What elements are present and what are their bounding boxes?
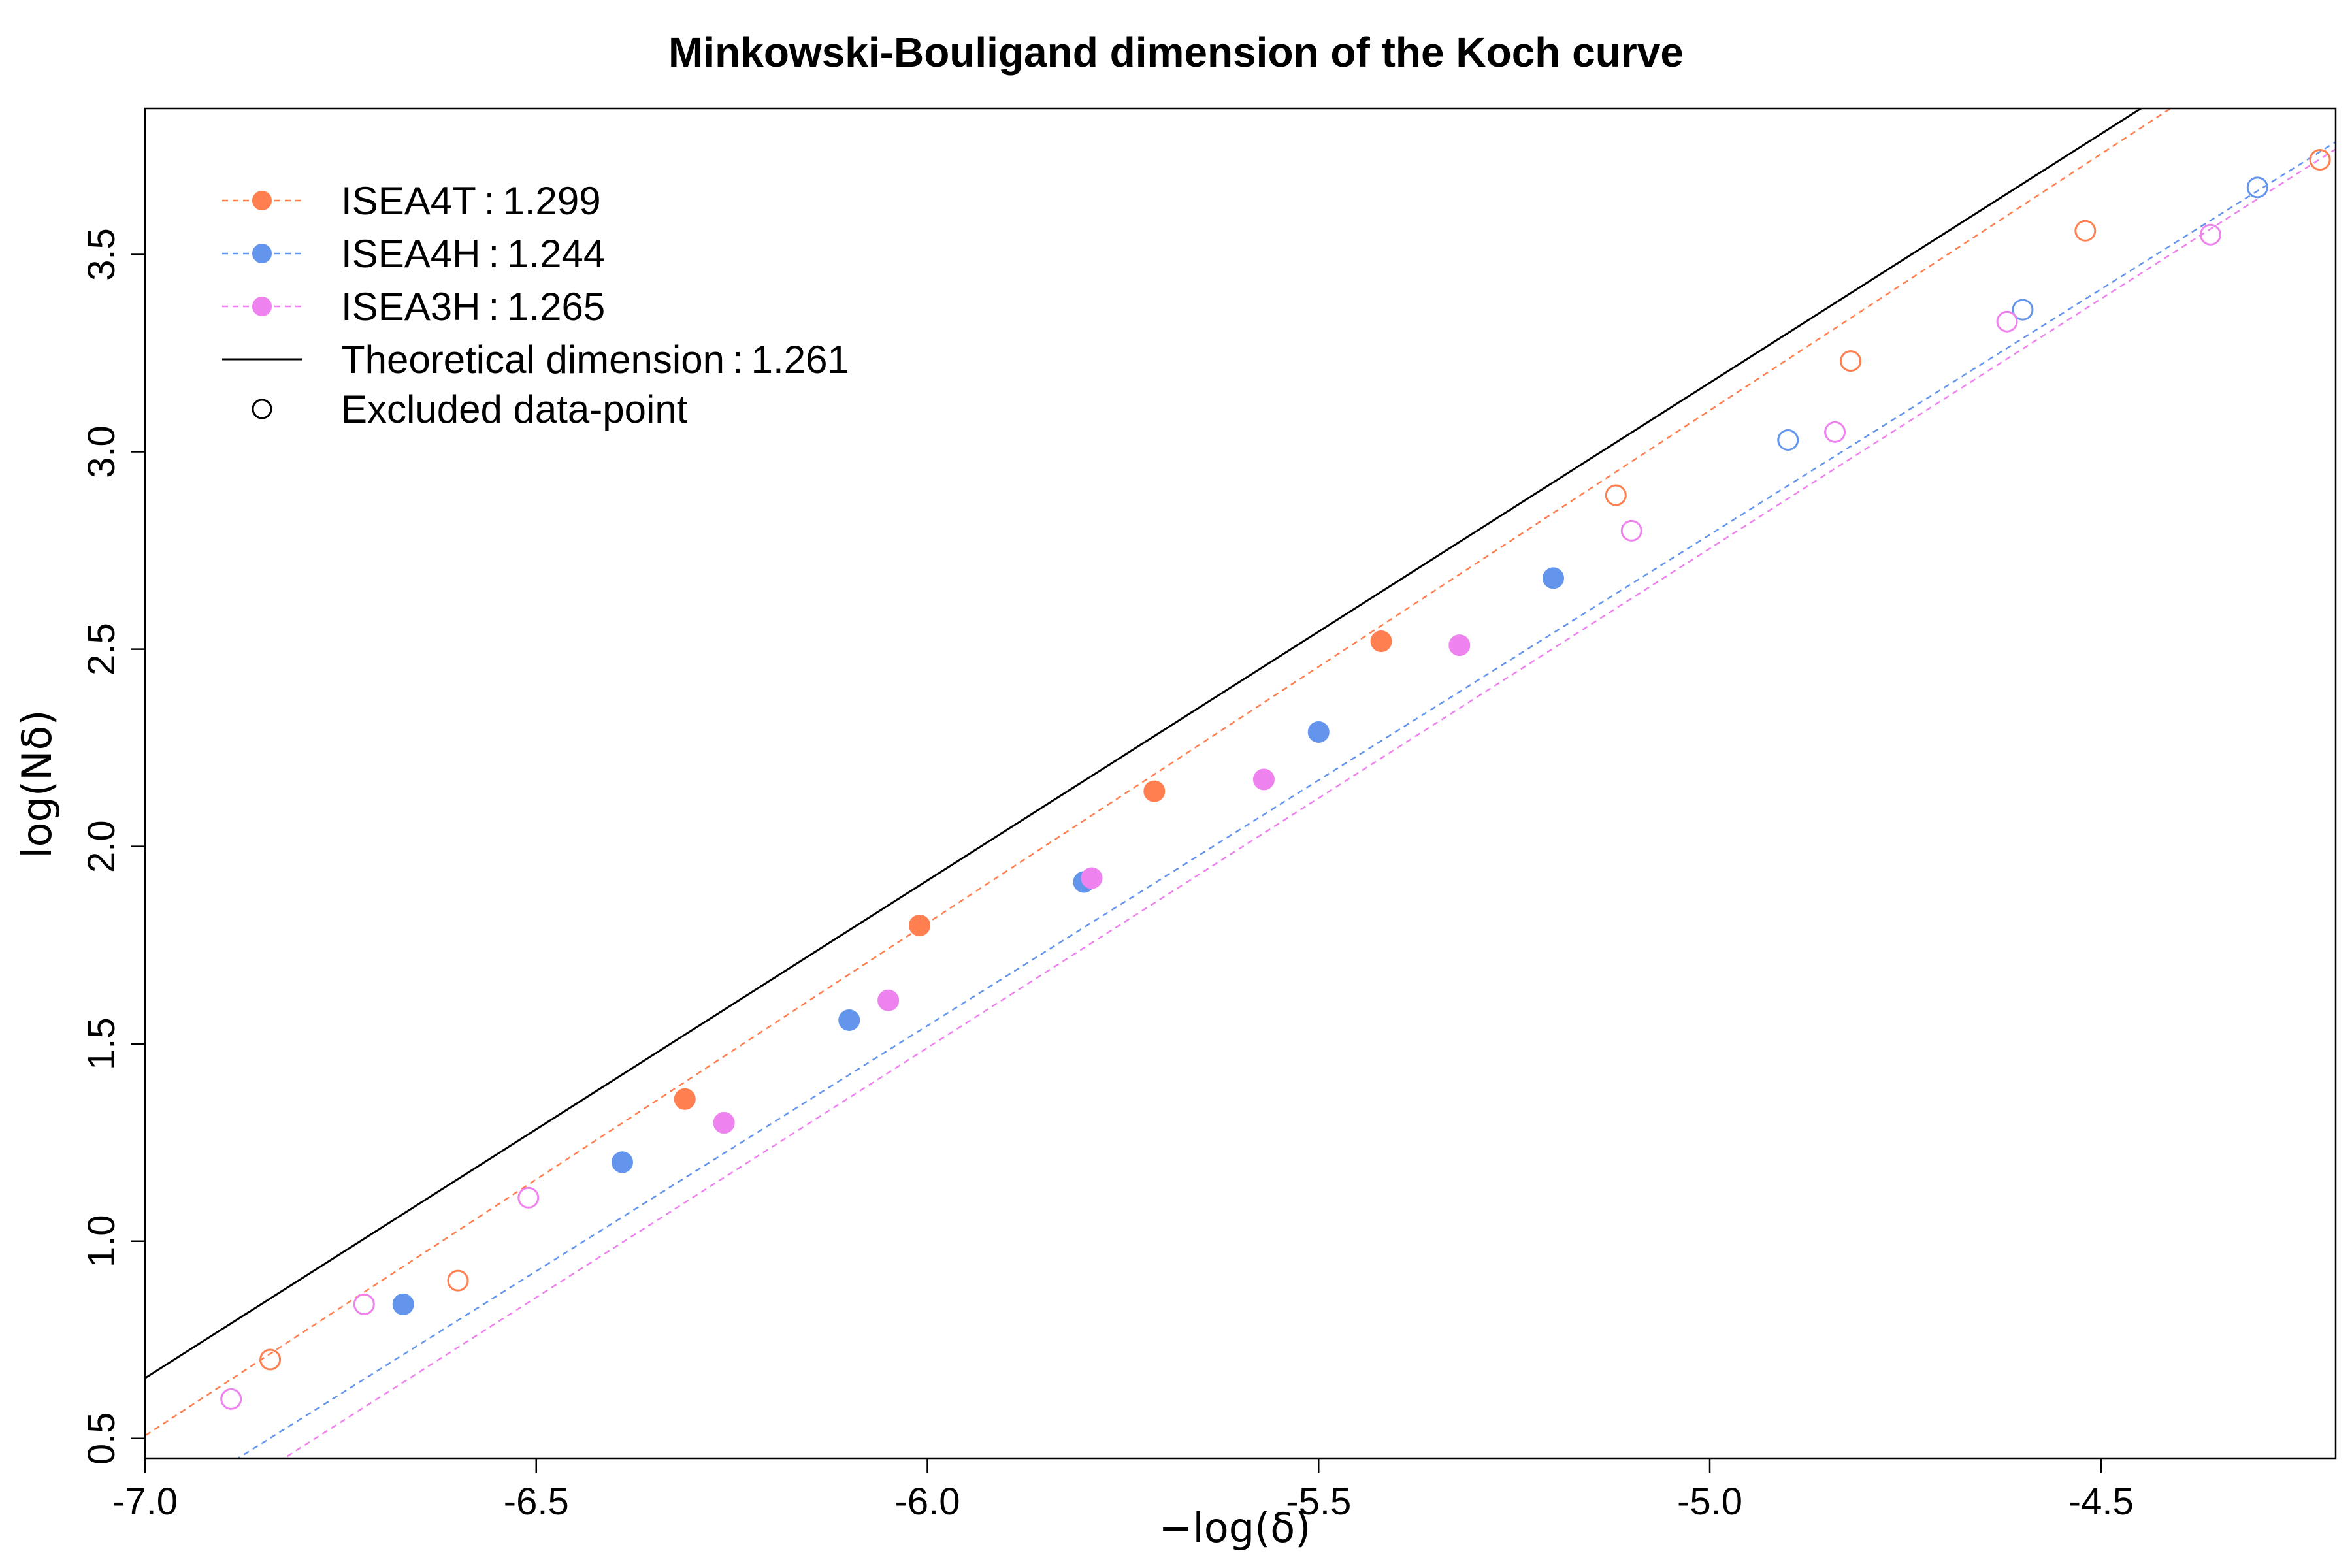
plot-frame <box>144 107 2337 1460</box>
isea4h-excluded-point <box>2012 299 2034 321</box>
isea4t-data-point <box>1143 780 1166 802</box>
isea4h-data-point <box>1543 567 1564 589</box>
isea4t-data-point <box>674 1088 696 1110</box>
legend-label: ISEA4T : 1.299 <box>341 179 601 223</box>
x-tick-label: -6.0 <box>895 1480 960 1523</box>
legend: ISEA4T : 1.299 ISEA4H : 1.244 ISEA3H : 1.2… <box>222 179 849 431</box>
isea4h-fit-line <box>237 140 2336 1458</box>
legend-point-swatch <box>252 297 272 316</box>
y-tick-label: 1.0 <box>80 1215 123 1267</box>
legend-label: ISEA4H : 1.244 <box>341 232 605 276</box>
plot-area <box>144 107 2337 1460</box>
isea3h-data-point <box>713 1112 735 1134</box>
isea4t-excluded-point <box>1840 350 1862 372</box>
legend-point-swatch <box>252 191 272 210</box>
data-points <box>220 149 2331 1410</box>
y-axis: 0.5 1.0 1.5 2.0 2.5 3.0 3.5 <box>80 228 145 1465</box>
isea3h-excluded-point <box>1620 519 1642 542</box>
y-tick-label: 3.0 <box>80 425 123 478</box>
isea3h-data-point <box>877 989 900 1011</box>
legend-label: ISEA3H : 1.265 <box>341 285 605 329</box>
isea4t-excluded-point <box>447 1269 469 1292</box>
legend-item-theoretical-dimension: Theoretical dimension : 1.261 <box>222 338 849 382</box>
y-tick-label: 0.5 <box>80 1412 123 1465</box>
legend-label: Theoretical dimension : 1.261 <box>341 338 849 382</box>
isea4h-data-point <box>838 1009 860 1031</box>
isea3h-excluded-point <box>2199 223 2221 246</box>
legend-label: Excluded data-point <box>341 387 688 431</box>
isea4h-data-point <box>392 1293 414 1315</box>
x-axis-label: −log(δ) <box>1159 1504 1311 1552</box>
isea4h-data-point <box>1307 721 1330 743</box>
isea3h-excluded-point <box>220 1388 242 1410</box>
y-tick-label: 3.5 <box>80 228 123 281</box>
legend-item-isea4h: ISEA4H : 1.244 <box>222 232 605 276</box>
isea3h-excluded-point <box>353 1293 375 1315</box>
isea4t-excluded-point <box>2309 149 2331 171</box>
y-axis-label-group: log(Nδ) <box>13 710 61 858</box>
chart-title: Minkowski-Bouligand dimension of the Koc… <box>668 29 1684 76</box>
isea3h-data-point <box>1252 768 1275 791</box>
y-tick-label: 2.5 <box>80 623 123 676</box>
y-tick-label: 1.5 <box>80 1017 123 1070</box>
legend-item-isea4t: ISEA4T : 1.299 <box>222 179 601 223</box>
isea4t-excluded-point <box>2074 220 2097 242</box>
isea4t-data-point <box>1370 630 1392 653</box>
isea3h-data-point <box>1448 634 1471 657</box>
x-tick-label: -7.0 <box>112 1480 178 1523</box>
isea3h-excluded-point <box>517 1186 540 1209</box>
legend-point-swatch <box>252 244 272 263</box>
x-tick-label: -5.5 <box>1286 1480 1351 1523</box>
y-tick-label: 2.0 <box>80 820 123 873</box>
legend-open-circle-swatch <box>252 399 272 419</box>
isea4h-excluded-point <box>1777 429 1799 451</box>
isea4h-data-point <box>611 1151 633 1173</box>
theoretical-dimension-fit-line <box>145 108 2143 1380</box>
x-tick-label: -4.5 <box>2068 1480 2134 1523</box>
legend-item-excluded-data-point: Excluded data-point <box>252 387 688 431</box>
isea4t-fit-line <box>145 108 2172 1437</box>
isea3h-excluded-point <box>1824 421 1846 443</box>
y-axis-label: log(Nδ) <box>13 710 61 858</box>
isea4t-data-point <box>909 914 931 936</box>
fit-lines <box>145 108 2336 1458</box>
isea4t-excluded-point <box>1605 484 1627 506</box>
isea3h-data-point <box>1081 867 1103 889</box>
x-axis: -7.0 -6.5 -6.0 -5.5 -5.0 -4.5 <box>112 1458 2134 1523</box>
isea3h-fit-line <box>282 148 2336 1458</box>
x-tick-label: -6.5 <box>504 1480 569 1523</box>
isea4t-excluded-point <box>259 1348 282 1371</box>
isea3h-excluded-point <box>1996 310 2018 333</box>
isea4h-excluded-point <box>2246 176 2268 199</box>
legend-item-isea3h: ISEA3H : 1.265 <box>222 285 605 329</box>
x-tick-label: -5.0 <box>1677 1480 1742 1523</box>
